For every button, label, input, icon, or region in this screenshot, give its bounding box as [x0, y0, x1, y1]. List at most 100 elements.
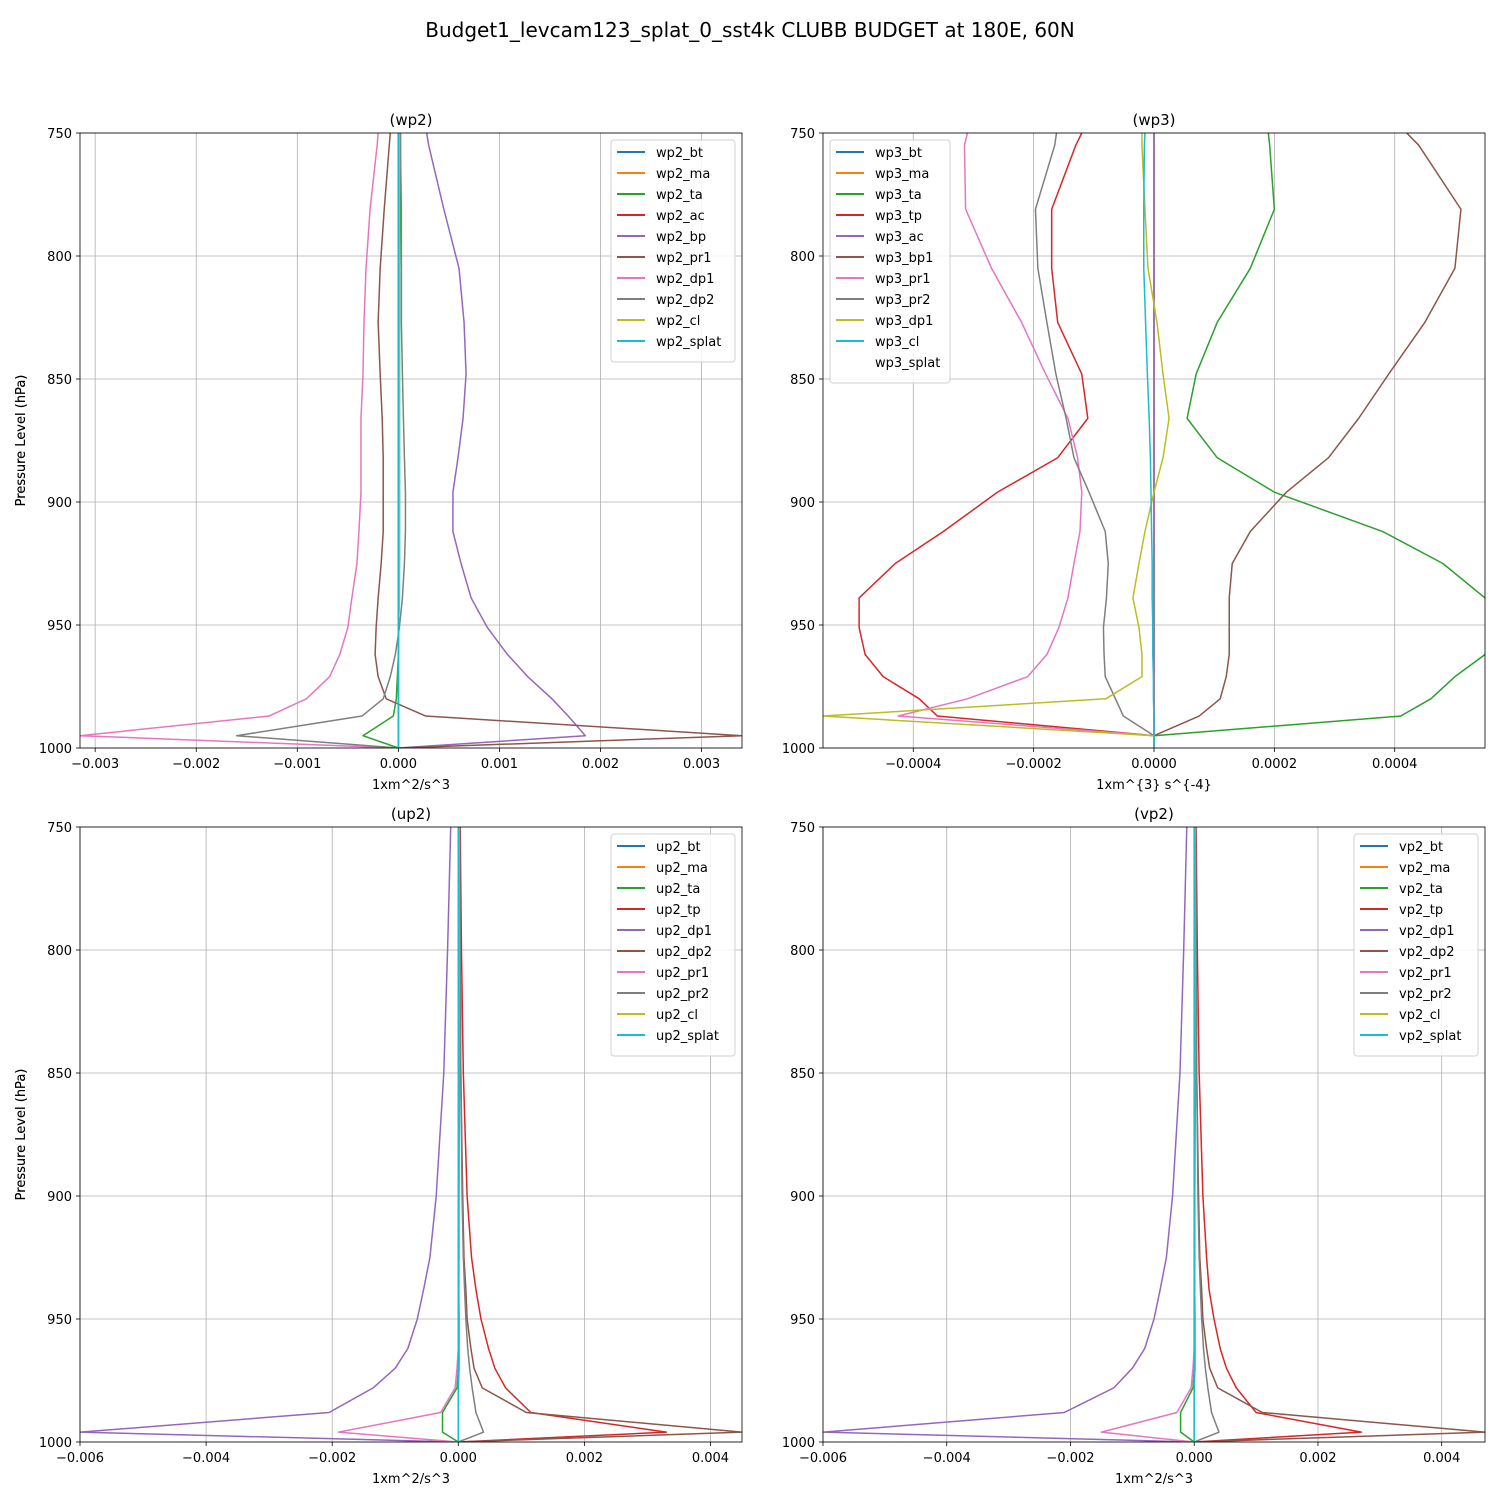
x-tick-label: −0.001: [273, 757, 321, 772]
x-tick-label: −0.0004: [885, 757, 941, 772]
legend-label-wp3_ma: wp3_ma: [875, 167, 929, 182]
legend-label-vp2_tp: vp2_tp: [1399, 903, 1443, 918]
legend-label-wp2_bt: wp2_bt: [656, 146, 703, 161]
legend-box: [1353, 833, 1479, 1057]
y-tick-label: 950: [47, 1313, 72, 1328]
series-lines: [823, 827, 1485, 1442]
y-tick-label: 900: [47, 496, 72, 511]
legend-label-wp2_dp2: wp2_dp2: [656, 293, 714, 308]
legend-label-up2_dp1: up2_dp1: [656, 924, 712, 939]
subplot-3: −0.006 −0.004 −0.002 0.000 0.002 0.004 750 800 8…: [14, 805, 1486, 1487]
x-tick-label: 0.004: [1423, 1451, 1460, 1466]
y-axis-label: Pressure Level (hPa): [14, 375, 29, 507]
x-tick-label: 0.001: [481, 757, 518, 772]
x-tick-label: −0.006: [56, 1451, 104, 1466]
series-line-vp2_dp1: [823, 827, 1195, 1442]
ticks: −0.006 −0.004 −0.002 0.000 0.002 0.004 750 800 8…: [39, 821, 729, 1466]
series-line-wp3_dp1: [823, 133, 1170, 748]
x-tick-label: 0.000: [440, 1451, 477, 1466]
x-tick-label: 0.000: [1176, 1451, 1213, 1466]
legend-label-up2_dp2: up2_dp2: [656, 945, 712, 960]
legend-label-wp2_dp1: wp2_dp1: [656, 272, 714, 287]
legend-box: [829, 139, 951, 384]
x-axis-label: 1xm^2/s^3: [372, 1472, 450, 1487]
y-tick-label: 800: [790, 944, 815, 959]
legend-label-wp3_cl: wp3_cl: [875, 335, 919, 350]
y-tick-label: 950: [790, 1313, 815, 1328]
x-axis-label: 1xm^2/s^3: [372, 778, 450, 793]
legend-label-up2_bt: up2_bt: [656, 840, 701, 855]
figure-title: Budget1_levcam123_splat_0_sst4k CLUBB BU…: [425, 18, 1075, 42]
series-lines: [80, 827, 742, 1442]
x-tick-label: 0.0000: [1131, 757, 1177, 772]
y-tick-label: 900: [47, 1190, 72, 1205]
x-tick-label: 0.003: [683, 757, 720, 772]
legend-label-up2_cl: up2_cl: [656, 1008, 698, 1023]
series-line-wp3_pr2: [1034, 133, 1155, 748]
x-tick-label: −0.004: [923, 1451, 971, 1466]
x-tick-label: −0.002: [308, 1451, 356, 1466]
axes-frame: [79, 826, 743, 1443]
legend-label-up2_ta: up2_ta: [656, 882, 700, 897]
subplot-2: −0.006 −0.004 −0.002 0.000 0.002 0.004 750 800 8…: [14, 805, 743, 1487]
y-tick-label: 800: [47, 944, 72, 959]
y-tick-label: 1000: [782, 742, 815, 757]
x-tick-label: −0.006: [799, 1451, 847, 1466]
x-tick-label: −0.002: [172, 757, 220, 772]
legend-label-up2_pr1: up2_pr1: [656, 966, 709, 981]
legend-label-wp3_ac: wp3_ac: [875, 230, 924, 245]
legend-label-wp2_ac: wp2_ac: [656, 209, 705, 224]
legend-label-wp3_ta: wp3_ta: [875, 188, 922, 203]
series-line-wp3_pr1: [897, 133, 1155, 748]
legend-label-vp2_bt: vp2_bt: [1399, 840, 1443, 855]
y-tick-label: 750: [47, 127, 72, 142]
legend-label-wp2_pr1: wp2_pr1: [656, 251, 712, 266]
legend: wp3_bt wp3_ma wp3_ta wp3_tp wp3_ac wp3_bp1 wp3…: [829, 139, 951, 384]
legend-label-wp2_splat: wp2_splat: [656, 335, 721, 350]
legend: wp2_bt wp2_ma wp2_ta wp2_ac wp2_bp wp2_pr1 wp2…: [610, 139, 736, 363]
legend-label-vp2_pr1: vp2_pr1: [1399, 966, 1452, 981]
x-tick-label: 0.002: [582, 757, 619, 772]
series-line-wp3_cl: [1143, 133, 1155, 748]
x-tick-label: 0.0002: [1252, 757, 1298, 772]
legend-label-wp3_splat: wp3_splat: [875, 356, 940, 371]
legend: vp2_bt vp2_ma vp2_ta vp2_tp vp2_dp1 vp2_dp2vp…: [1353, 833, 1479, 1057]
y-axis-label: Pressure Level (hPa): [14, 1069, 29, 1201]
y-tick-label: 750: [790, 821, 815, 836]
legend-label-wp3_dp1: wp3_dp1: [875, 314, 933, 329]
series-line-vp2_pr2: [1193, 827, 1220, 1442]
x-tick-label: −0.003: [71, 757, 119, 772]
y-tick-label: 900: [790, 496, 815, 511]
ticks: −0.0004 −0.0002 0.0000 0.0002 0.0004 750 800 85…: [782, 127, 1418, 772]
ticks: −0.003 −0.002 −0.001 0.000 0.001 0.002 0.003 75…: [39, 127, 720, 772]
y-tick-label: 850: [47, 373, 72, 388]
legend-box: [610, 833, 736, 1057]
legend-label-wp2_ta: wp2_ta: [656, 188, 703, 203]
legend-label-wp3_pr2: wp3_pr2: [875, 293, 931, 308]
y-tick-label: 900: [790, 1190, 815, 1205]
y-tick-label: 850: [47, 1067, 72, 1082]
subplots: −0.003 −0.002 −0.001 0.000 0.001 0.002 0.003 75…: [14, 111, 1486, 1487]
y-tick-label: 750: [790, 127, 815, 142]
series-line-wp3_ta: [1153, 133, 1485, 748]
y-tick-label: 850: [790, 1067, 815, 1082]
y-axis-label: Pressure Level (hPa): [14, 1069, 29, 1201]
x-tick-label: 0.0004: [1372, 757, 1418, 772]
legend-label-wp2_cl: wp2_cl: [656, 314, 700, 329]
legend-label-up2_pr2: up2_pr2: [656, 987, 709, 1002]
series-line-wp2_bp: [398, 133, 587, 748]
subplot-title: (up2): [391, 805, 431, 823]
series-lines: [823, 133, 1485, 748]
series-line-wp2_dp1: [80, 133, 399, 748]
legend-label-vp2_cl: vp2_cl: [1399, 1008, 1440, 1023]
legend-label-vp2_dp1: vp2_dp1: [1399, 924, 1455, 939]
series-line-wp3_tp: [858, 133, 1155, 748]
series-line-wp2_pr1: [374, 133, 742, 748]
series-lines: [80, 133, 742, 748]
series-line-wp3_bp1: [1153, 133, 1462, 748]
x-tick-label: −0.0002: [1005, 757, 1061, 772]
x-axis-label: 1xm^{3} s^{-4}: [1096, 778, 1212, 793]
series-line-vp2_tp: [1194, 827, 1363, 1442]
